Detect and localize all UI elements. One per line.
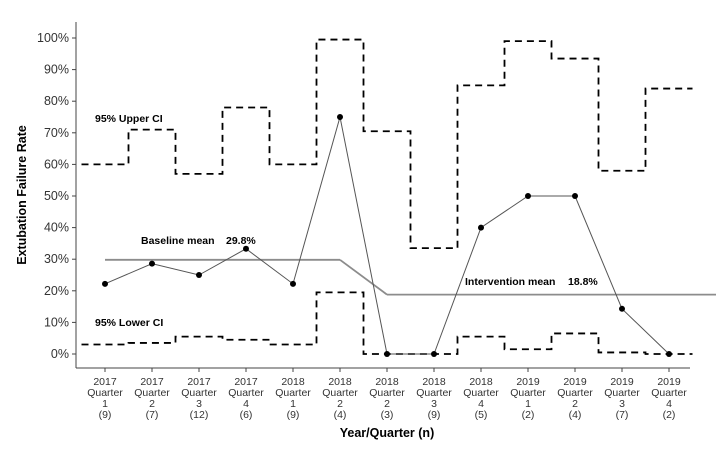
y-tick-label: 100% <box>37 31 69 45</box>
x-tick-label: Quarter <box>275 387 311 399</box>
upper-ci-line <box>81 38 693 250</box>
x-tick-label: 4 <box>666 398 672 410</box>
y-tick-label: 40% <box>44 221 69 235</box>
x-tick-label: (7) <box>616 409 629 421</box>
lower-ci-line <box>81 291 693 355</box>
data-point <box>572 193 578 199</box>
x-tick-label: 2017 <box>187 376 211 388</box>
x-tick-label: (5) <box>475 409 488 421</box>
mean-shift-line <box>339 259 388 296</box>
x-tick-label: 2018 <box>375 376 399 388</box>
x-tick-label: 2019 <box>516 376 540 388</box>
x-tick-label: 1 <box>525 398 531 410</box>
y-tick-label: 10% <box>44 315 69 329</box>
x-tick-label: Quarter <box>181 387 217 399</box>
x-tick-label: Quarter <box>322 387 358 399</box>
y-tick-label: 30% <box>44 252 69 266</box>
x-tick-label: (9) <box>287 409 300 421</box>
x-tick-label: Quarter <box>369 387 405 399</box>
x-tick-label: 2018 <box>422 376 446 388</box>
x-tick-label: (9) <box>428 409 441 421</box>
mean-lines <box>105 258 716 296</box>
x-tick-label: (9) <box>99 409 112 421</box>
x-tick-label: Quarter <box>463 387 499 399</box>
y-tick-label: 90% <box>44 63 69 77</box>
x-tick-label: 3 <box>431 398 437 410</box>
x-tick-label: 2019 <box>657 376 681 388</box>
y-tick-label: 80% <box>44 94 69 108</box>
confidence-interval-lines <box>81 38 693 355</box>
x-tick-label: 2 <box>149 398 155 410</box>
data-point <box>102 280 108 287</box>
data-point <box>243 245 249 252</box>
x-tick-label: Quarter <box>87 387 123 399</box>
annotations: 95% Upper CI 95% Lower CI Baseline mean … <box>95 113 598 329</box>
intervention-mean-label: Intervention mean <box>465 276 555 288</box>
y-tick-label: 50% <box>44 189 69 203</box>
data-point <box>384 351 390 357</box>
x-tick-label: 2 <box>572 398 578 410</box>
x-tick-label: 2017 <box>234 376 258 388</box>
y-axis-title: Extubation Failure Rate <box>15 125 29 265</box>
x-tick-label: 2018 <box>469 376 493 388</box>
x-tick-label: 1 <box>102 398 108 410</box>
x-tick-label: (7) <box>146 409 159 421</box>
x-tick-label: Quarter <box>557 387 593 399</box>
x-tick-label: 3 <box>196 398 202 410</box>
lower-ci-label: 95% Lower CI <box>95 317 163 329</box>
x-tick-label: 2019 <box>563 376 587 388</box>
x-tick-label: (2) <box>663 409 676 421</box>
y-tick-label: 0% <box>51 347 69 361</box>
x-tick-label: 2018 <box>328 376 352 388</box>
x-tick-label: Quarter <box>416 387 452 399</box>
x-tick-label: 2018 <box>281 376 305 388</box>
x-tick-label: 2017 <box>140 376 164 388</box>
data-point <box>290 280 296 287</box>
data-point <box>619 305 625 312</box>
x-tick-label: (4) <box>569 409 582 421</box>
data-point <box>196 272 202 278</box>
x-tick-label: (6) <box>240 409 253 421</box>
x-tick-label: (3) <box>381 409 394 421</box>
x-tick-label: 2017 <box>93 376 117 388</box>
upper-ci-label: 95% Upper CI <box>95 113 163 125</box>
intervention-mean-value: 18.8% <box>568 276 598 288</box>
rate-series <box>102 114 672 357</box>
data-point <box>431 351 437 357</box>
x-tick-label: (2) <box>522 409 535 421</box>
x-tick-label: 4 <box>243 398 249 410</box>
x-axis-title: Year/Quarter (n) <box>340 426 434 440</box>
y-tick-label: 70% <box>44 126 69 140</box>
baseline-mean-value: 29.8% <box>226 235 256 247</box>
x-tick-label: 3 <box>619 398 625 410</box>
x-tick-label: (4) <box>334 409 347 421</box>
data-point <box>666 351 672 357</box>
x-tick-label: 2019 <box>610 376 634 388</box>
x-tick-label: Quarter <box>134 387 170 399</box>
data-point <box>478 224 484 231</box>
baseline-mean-label: Baseline mean <box>141 235 215 247</box>
data-point <box>337 114 343 120</box>
x-tick-label: 2 <box>337 398 343 410</box>
x-tick-label: Quarter <box>510 387 546 399</box>
y-tick-label: 60% <box>44 157 69 171</box>
x-tick-label: 2 <box>384 398 390 410</box>
x-tick-label: 4 <box>478 398 484 410</box>
y-axis: 0% 10% 20% 30% 40% 50% 60% 70% 80% 90% 100% <box>37 22 77 368</box>
x-tick-label: Quarter <box>651 387 687 399</box>
x-tick-label: (12) <box>190 409 209 421</box>
y-tick-label: 20% <box>44 284 69 298</box>
data-point <box>149 260 155 267</box>
x-tick-label: Quarter <box>604 387 640 399</box>
x-axis: 2017Quarter1(9)2017Quarter2(7)2017Quarte… <box>76 367 690 421</box>
x-tick-label: Quarter <box>228 387 264 399</box>
x-tick-label: 1 <box>290 398 296 410</box>
data-point <box>525 193 531 199</box>
